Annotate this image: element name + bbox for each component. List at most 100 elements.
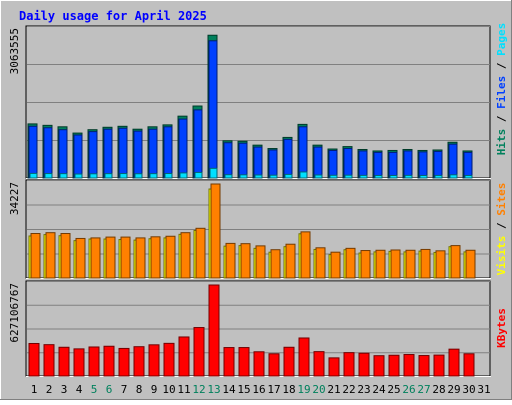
legend-kbytes: KBytes xyxy=(495,308,508,348)
bar-sites-day-10 xyxy=(165,235,176,279)
bar-pages-day-27 xyxy=(419,174,428,179)
bar-files-day-27 xyxy=(418,151,428,179)
x-axis-day-labels: 1 2 3 4 5 6 7 8 9 10 11 12 13 14 15 16 17 18 19 20 21 22 23 24 2… xyxy=(31,383,491,396)
bar-files-day-28 xyxy=(433,150,443,179)
x-tick-label-day-14: 14 xyxy=(222,383,236,396)
bar-kbytes-day-29 xyxy=(448,348,460,377)
bar-kbytes-day-3 xyxy=(58,346,70,377)
bar-pages-day-16 xyxy=(254,174,263,179)
bar-sites-day-2 xyxy=(45,232,56,279)
bar-kbytes-day-18 xyxy=(283,346,295,377)
bar-files-day-5 xyxy=(88,131,98,179)
bar-kbytes-day-23 xyxy=(358,352,370,377)
bar-pages-day-25 xyxy=(389,174,398,179)
x-tick-label-day-1: 1 xyxy=(31,383,38,396)
bar-kbytes-day-10 xyxy=(163,342,175,377)
bar-files-day-24 xyxy=(373,151,383,179)
bar-files-day-7 xyxy=(118,127,128,179)
legend-sites: Sites xyxy=(495,183,508,216)
bar-kbytes-day-22 xyxy=(343,352,355,377)
legend-separator: / xyxy=(495,56,508,76)
bar-sites-day-16 xyxy=(255,245,266,279)
bar-files-day-13 xyxy=(208,40,218,179)
bar-kbytes-day-7 xyxy=(118,347,130,377)
bar-sites-day-28 xyxy=(435,250,446,279)
x-tick-label-day-6: 6 xyxy=(106,383,113,396)
bar-files-day-23 xyxy=(358,150,368,179)
x-tick-label-day-19: 19 xyxy=(297,383,310,396)
x-tick-label-day-25: 25 xyxy=(387,383,400,396)
bar-pages-day-30 xyxy=(464,174,473,179)
legend-separator: / xyxy=(495,109,508,129)
bar-files-day-20 xyxy=(313,146,323,179)
x-tick-label-day-26: 26 xyxy=(402,383,415,396)
x-tick-label-day-3: 3 xyxy=(61,383,68,396)
bar-pages-day-26 xyxy=(404,174,413,179)
chart-panels: 3063555 Hits / Files / Pages 34227 Visits /… xyxy=(8,23,508,377)
bar-pages-day-29 xyxy=(449,174,458,179)
bar-kbytes-day-16 xyxy=(253,351,265,377)
bar-pages-day-18 xyxy=(284,173,293,179)
x-tick-label-day-8: 8 xyxy=(136,383,143,396)
bar-files-day-22 xyxy=(343,148,353,179)
x-tick-label-day-2: 2 xyxy=(46,383,53,396)
bar-pages-day-15 xyxy=(239,174,248,179)
bar-files-day-8 xyxy=(133,130,143,179)
legend-visits: Visits xyxy=(495,236,508,276)
legend-requests: Hits / Files / Pages xyxy=(495,23,508,156)
bar-files-day-2 xyxy=(43,127,53,179)
bar-kbytes-day-30 xyxy=(463,353,475,377)
x-tick-label-day-17: 17 xyxy=(267,383,280,396)
bar-kbytes-day-17 xyxy=(268,353,280,377)
bar-pages-day-9 xyxy=(149,173,158,179)
y-max-label-visitors: 34227 xyxy=(8,182,21,215)
x-tick-label-day-12: 12 xyxy=(192,383,205,396)
bar-sites-day-29 xyxy=(450,245,461,279)
bar-files-day-21 xyxy=(328,149,338,179)
bar-sites-day-23 xyxy=(360,250,371,279)
bar-sites-day-24 xyxy=(375,249,386,279)
bar-sites-day-7 xyxy=(120,236,131,279)
x-tick-label-day-29: 29 xyxy=(447,383,460,396)
legend-hits: Hits xyxy=(495,129,508,156)
x-tick-label-day-21: 21 xyxy=(327,383,340,396)
bar-pages-day-3 xyxy=(59,173,68,179)
bar-kbytes-day-2 xyxy=(43,344,55,377)
x-tick-label-day-18: 18 xyxy=(282,383,295,396)
bar-sites-day-6 xyxy=(105,236,116,279)
bar-files-day-19 xyxy=(298,126,308,179)
bar-files-day-14 xyxy=(223,142,233,179)
bar-pages-day-14 xyxy=(224,174,233,179)
bar-files-day-6 xyxy=(103,128,113,179)
bar-sites-day-4 xyxy=(75,237,86,279)
bar-sites-day-18 xyxy=(285,243,296,279)
bar-kbytes-day-27 xyxy=(418,355,430,377)
bar-sites-day-20 xyxy=(315,247,326,279)
bar-pages-day-21 xyxy=(329,174,338,179)
x-tick-label-day-7: 7 xyxy=(121,383,128,396)
bar-sites-day-17 xyxy=(270,249,281,279)
bar-kbytes-day-21 xyxy=(328,357,340,377)
bar-pages-day-8 xyxy=(134,173,143,179)
bar-sites-day-3 xyxy=(60,233,71,279)
bar-files-day-18 xyxy=(283,138,293,179)
bar-sites-day-19 xyxy=(300,231,311,279)
x-tick-label-day-28: 28 xyxy=(432,383,445,396)
bar-files-day-26 xyxy=(403,150,413,179)
x-tick-label-day-31: 31 xyxy=(477,383,490,396)
x-tick-label-day-30: 30 xyxy=(462,383,475,396)
bar-kbytes-day-8 xyxy=(133,346,145,377)
x-tick-label-day-11: 11 xyxy=(177,383,190,396)
legend-separator: / xyxy=(495,216,508,236)
bar-sites-day-9 xyxy=(150,236,161,279)
bar-files-day-16 xyxy=(253,146,263,179)
x-tick-label-day-9: 9 xyxy=(151,383,158,396)
bar-sites-day-30 xyxy=(465,249,476,279)
bar-kbytes-day-11 xyxy=(178,336,190,377)
x-tick-label-day-13: 13 xyxy=(207,383,220,396)
bar-sites-day-13 xyxy=(210,183,221,279)
bar-kbytes-day-26 xyxy=(403,354,415,377)
bar-kbytes-day-19 xyxy=(298,337,310,377)
